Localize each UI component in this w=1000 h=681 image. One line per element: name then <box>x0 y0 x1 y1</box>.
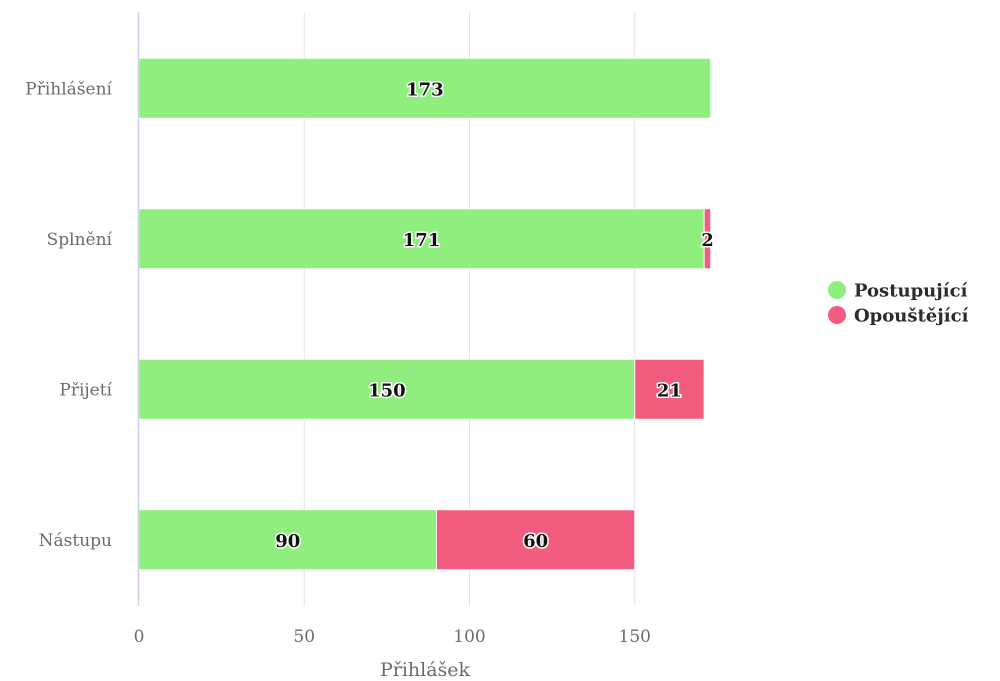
bar-opoustejici-nastupu <box>435 509 636 571</box>
legend-marker-opoustejici <box>828 306 846 324</box>
data-label-postupujici-splneni: 171 <box>403 230 441 251</box>
data-label-postupujici-nastupu: 90 <box>275 531 300 552</box>
data-labels: 173 171 2 150 21 90 60 <box>274 78 716 554</box>
bar-opoustejici-prijeti <box>634 358 705 420</box>
y-tick-label-prijeti: Přijetí <box>59 380 112 400</box>
legend-label-opoustejici: Opouštějící <box>854 306 969 327</box>
data-label-opoustejici-prijeti: 21 <box>657 380 682 401</box>
x-tick-label-0: 0 <box>134 627 145 647</box>
legend: Postupující Opouštějící <box>828 281 969 327</box>
x-tick-label-150: 150 <box>619 627 651 647</box>
bar-postupujici-nastupu <box>138 509 437 571</box>
x-axis-title: Přihlášek <box>380 659 471 681</box>
x-tick-label-50: 50 <box>293 627 315 647</box>
y-tick-label-prihlaseni: Přihlášení <box>25 79 112 99</box>
y-tick-label-nastupu: Nástupu <box>39 531 112 551</box>
legend-marker-postupujici <box>828 281 846 299</box>
legend-label-postupujici: Postupující <box>854 281 968 302</box>
bar-postupujici-prijeti <box>138 358 636 420</box>
bar-postupujici-prihlaseni <box>138 57 712 119</box>
x-tick-label-100: 100 <box>453 627 485 647</box>
bar-postupujici-splneni <box>138 208 705 270</box>
data-label-opoustejici-splneni: 2 <box>701 230 714 251</box>
y-tick-label-splneni: Splnění <box>47 230 113 250</box>
bar-opoustejici-splneni <box>703 208 712 270</box>
data-label-opoustejici-nastupu: 60 <box>523 531 548 552</box>
bars <box>138 57 712 571</box>
data-label-postupujici-prijeti: 150 <box>368 380 406 401</box>
axes: 0 50 100 150 Přihlášení Splnění Přijetí Nástupu <box>25 12 651 647</box>
data-label-postupujici-prihlaseni: 173 <box>406 79 444 100</box>
